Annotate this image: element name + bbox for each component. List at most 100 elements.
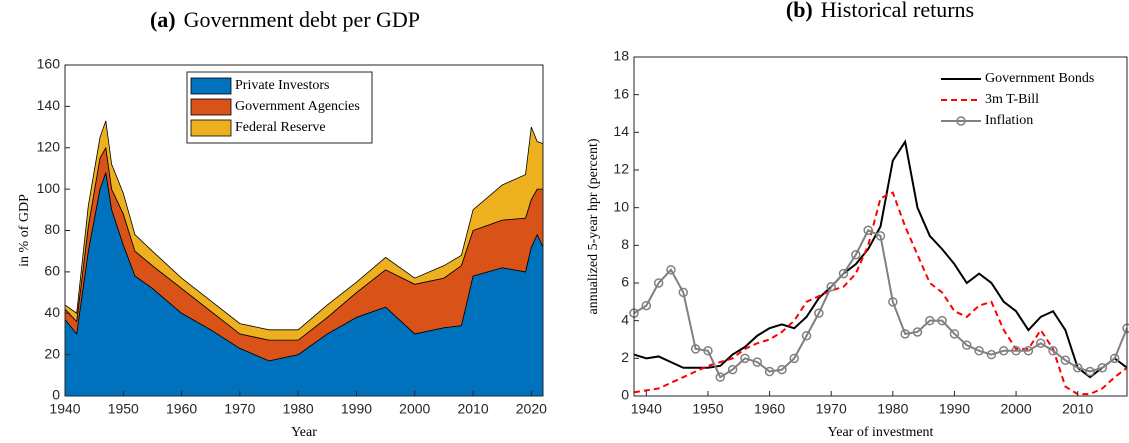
point-marker — [1060, 355, 1071, 365]
x-tick-label: 1980 — [283, 401, 314, 417]
line-series — [633, 139, 1128, 379]
y-tick-label: 60 — [44, 263, 60, 279]
legend-swatch — [190, 98, 232, 116]
point-marker — [863, 225, 873, 236]
y-tick-label: 2 — [621, 349, 629, 365]
chart-title: (b) Historical returns — [786, 0, 974, 22]
y-tick-label: 0 — [52, 387, 60, 403]
point-marker — [826, 282, 836, 292]
legend-label: 3m T-Bill — [985, 92, 1039, 107]
x-tick-label: 1960 — [754, 401, 785, 417]
point-marker — [752, 357, 762, 367]
point-marker — [801, 330, 812, 341]
y-tick-label: 0 — [621, 387, 629, 403]
y-tick-label: 10 — [613, 198, 629, 214]
x-tick-label: 1950 — [108, 401, 139, 417]
title-text: Government debt per GDP — [184, 7, 420, 32]
point-marker — [690, 344, 701, 354]
x-tick-label: 1960 — [166, 401, 197, 417]
legend-label: Inflation — [985, 113, 1033, 128]
point-marker — [727, 364, 738, 375]
y-axis-label: in % of GDP — [17, 194, 32, 267]
x-tick-label: 1990 — [341, 401, 372, 417]
y-tick-label: 20 — [44, 345, 60, 361]
x-tick-label: 2000 — [399, 401, 430, 417]
x-tick-label: 1940 — [631, 401, 662, 417]
point-marker — [789, 353, 799, 364]
y-tick-label: 40 — [44, 304, 60, 320]
point-marker — [912, 327, 923, 337]
point-marker — [740, 353, 750, 364]
point-marker — [925, 315, 935, 326]
point-marker — [949, 329, 960, 339]
x-tick-label: 1940 — [49, 401, 80, 417]
point-marker — [764, 366, 775, 377]
y-tick-label: 12 — [613, 161, 629, 177]
legend-label: Government Bonds — [985, 71, 1094, 86]
point-marker — [1085, 366, 1095, 377]
x-tick-label: 1980 — [877, 401, 908, 417]
x-tick-label: 1970 — [224, 401, 255, 417]
y-tick-label: 80 — [44, 221, 60, 237]
x-tick-label: 2010 — [1062, 401, 1093, 417]
point-marker — [962, 340, 972, 350]
point-marker — [666, 265, 676, 275]
x-tick-label: 2000 — [1000, 401, 1031, 417]
plot-area — [64, 120, 544, 397]
chart-title: (a) Government debt per GDP — [150, 7, 420, 32]
plot-area — [629, 139, 1129, 396]
x-axis-label: Year of investment — [828, 425, 934, 440]
y-tick-label: 140 — [37, 97, 61, 113]
legend: Private Investors Government Agencies Fede… — [186, 71, 373, 144]
legend-box — [937, 65, 1122, 136]
legend-label: Federal Reserve — [235, 120, 326, 135]
legend: Government Bonds 3m T-Bill Inflation — [937, 65, 1122, 136]
x-tick-label: 1970 — [816, 401, 847, 417]
legend-swatch — [190, 77, 232, 95]
y-tick-label: 160 — [37, 56, 61, 72]
x-axis-label: Year — [291, 425, 317, 440]
line-series — [633, 228, 1128, 379]
point-marker — [999, 346, 1009, 356]
legend-marker — [956, 116, 966, 126]
x-tick-label: 1950 — [692, 401, 723, 417]
y-tick-label: 8 — [621, 236, 629, 252]
y-tick-label: 18 — [613, 48, 629, 64]
point-marker — [641, 300, 652, 311]
x-tick-label: 2010 — [457, 401, 488, 417]
point-marker — [888, 297, 898, 307]
point-marker — [777, 364, 787, 375]
point-marker — [715, 372, 726, 382]
y-tick-label: 14 — [613, 123, 629, 139]
point-marker — [653, 278, 664, 288]
x-tick-label: 2020 — [516, 401, 547, 417]
panel-label: (b) — [786, 0, 813, 22]
point-marker — [986, 349, 997, 360]
point-marker — [851, 250, 861, 260]
point-marker — [875, 231, 886, 241]
axes-box — [633, 56, 1128, 397]
point-marker — [937, 315, 947, 326]
panel-label: (a) — [150, 7, 176, 32]
y-tick-label: 120 — [37, 138, 61, 154]
y-tick-label: 6 — [621, 274, 629, 290]
point-marker — [1072, 363, 1083, 373]
y-tick-label: 16 — [613, 85, 629, 101]
y-tick-label: 100 — [37, 180, 61, 196]
point-marker — [1035, 338, 1046, 349]
legend-label: Private Investors — [235, 78, 329, 93]
point-marker — [814, 308, 824, 318]
title-text: Historical returns — [821, 0, 974, 22]
legend-label: Government Agencies — [235, 99, 360, 114]
point-marker — [1097, 363, 1108, 373]
point-marker — [1023, 346, 1034, 356]
point-marker — [703, 346, 713, 356]
y-tick-label: 4 — [621, 311, 629, 327]
x-tick-label: 1990 — [939, 401, 970, 417]
point-marker — [900, 329, 910, 339]
legend-swatch — [190, 119, 232, 137]
point-marker — [838, 268, 849, 279]
point-marker — [1048, 346, 1058, 356]
point-marker — [1109, 353, 1120, 364]
